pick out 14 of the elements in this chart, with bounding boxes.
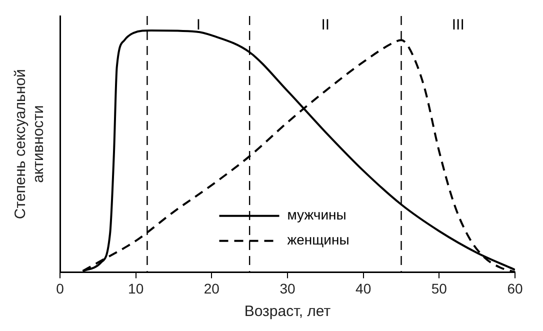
annotation: III xyxy=(452,16,464,34)
x-tick-label: 10 xyxy=(128,280,144,296)
x-tick-label: 20 xyxy=(204,280,220,296)
annotation: II xyxy=(321,16,330,34)
legend-label: мужчины xyxy=(287,206,346,223)
annotation: I xyxy=(196,16,200,34)
x-tick-label: 40 xyxy=(356,280,372,296)
x-axis-title: Возраст, лет xyxy=(244,303,331,320)
y-axis-title: Степень сексуальной активности xyxy=(12,69,48,220)
x-tick-label: 0 xyxy=(56,280,64,296)
x-tick-label: 60 xyxy=(507,280,523,296)
legend-label: женщины xyxy=(287,232,350,248)
x-tick-label: 50 xyxy=(431,280,448,296)
x-tick-label: 30 xyxy=(280,280,296,296)
